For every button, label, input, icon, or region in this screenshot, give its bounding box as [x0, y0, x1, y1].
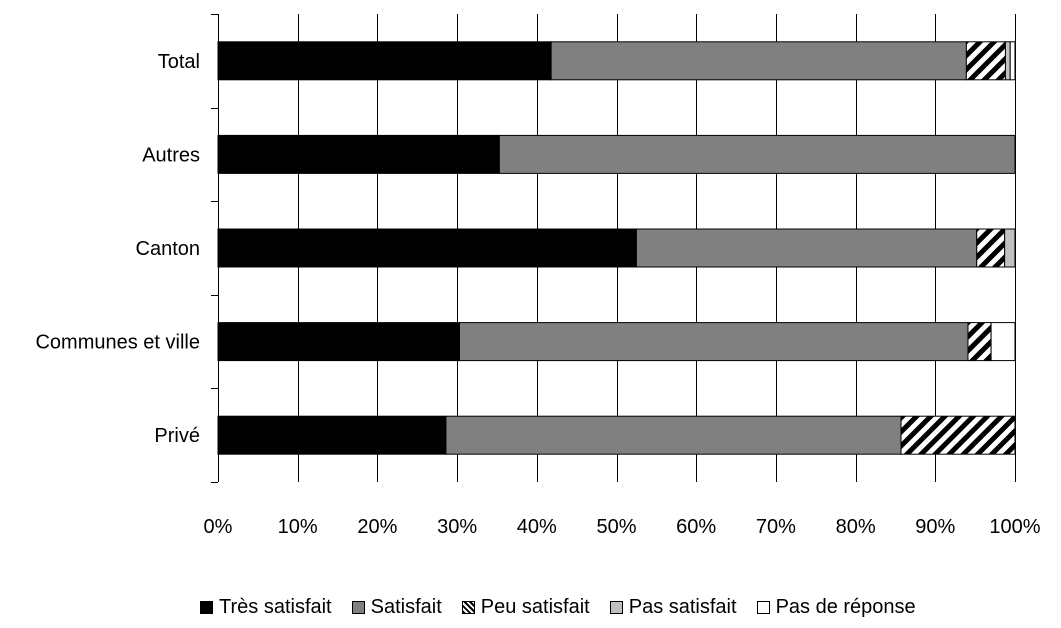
- bar-segment: [990, 322, 1016, 362]
- category-label: Autres: [142, 144, 200, 166]
- bar-segment: [498, 134, 1016, 174]
- bars: [217, 41, 1016, 455]
- legend-swatch: [200, 601, 213, 614]
- x-tick-label: 20%: [357, 516, 397, 538]
- legend-item: Peu satisfait: [461, 596, 590, 619]
- bar-segment: [1004, 41, 1011, 81]
- bar-segment: [635, 228, 978, 268]
- legend-swatch: [609, 601, 623, 614]
- x-tick-label: 10%: [278, 516, 318, 538]
- category-label: Canton: [136, 238, 201, 260]
- bar-segment: [900, 415, 1016, 455]
- legend-swatch: [756, 601, 770, 614]
- x-tick-label: 50%: [596, 516, 636, 538]
- x-tick-label: 70%: [756, 516, 796, 538]
- legend-label: Pas de réponse: [775, 596, 916, 618]
- bar-segment: [967, 322, 992, 362]
- bar-segment: [445, 415, 902, 455]
- bar-segment: [550, 41, 967, 81]
- legend-label: Peu satisfait: [480, 596, 590, 618]
- legend-label: Pas satisfait: [628, 596, 737, 618]
- bar-segment: [965, 41, 1006, 81]
- x-tick-label: 40%: [517, 516, 557, 538]
- bar-segment: [217, 415, 447, 455]
- legend-label: Satisfait: [370, 596, 442, 618]
- x-tick-label: 80%: [836, 516, 876, 538]
- bar-segment: [458, 322, 969, 362]
- category-label: Privé: [154, 425, 200, 447]
- legend-item: Satisfait: [351, 596, 442, 619]
- bar-segment: [217, 41, 552, 81]
- legend: Très satisfait Satisfait Peu satisfait Pas …: [200, 596, 916, 619]
- x-tick-label: 90%: [915, 516, 955, 538]
- legend-item: Très satisfait: [200, 596, 332, 619]
- category-label: Total: [158, 51, 200, 73]
- legend-swatch: [351, 601, 365, 614]
- category-label: Communes et ville: [35, 332, 200, 354]
- bar-segment: [217, 228, 637, 268]
- x-tick-label: 30%: [437, 516, 477, 538]
- legend-swatch: [461, 601, 475, 614]
- bar-segment: [217, 322, 460, 362]
- bar-segment: [1009, 41, 1016, 81]
- legend-item: Pas de réponse: [756, 596, 916, 619]
- axes: [211, 14, 219, 483]
- legend-item: Pas satisfait: [609, 596, 737, 619]
- x-tick-label: 0%: [204, 516, 233, 538]
- axis-labels: 0% 10% 20% 30% 40% 50% 60% 70% 80% 90% 100% Total Au…: [35, 51, 1040, 538]
- x-tick-label: 100%: [989, 516, 1040, 538]
- bar-segment: [976, 228, 1006, 268]
- legend-label: Très satisfait: [219, 596, 332, 618]
- bar-segment: [217, 134, 500, 174]
- bar-segment: [1004, 228, 1016, 268]
- x-tick-label: 60%: [676, 516, 716, 538]
